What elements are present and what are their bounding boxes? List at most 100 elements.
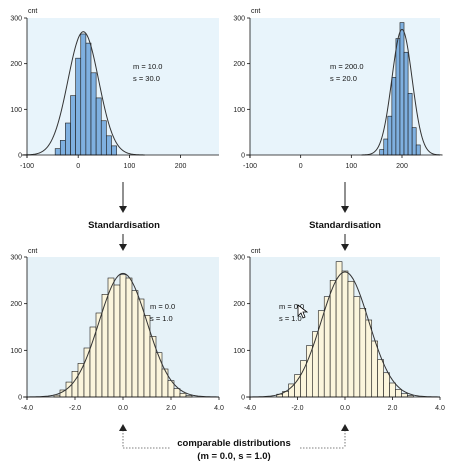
histogram-bar bbox=[107, 277, 115, 398]
histogram-bar bbox=[335, 261, 343, 398]
histogram-panel-top-left: 0 100 200 300 -100 0 100 200 cnt m = 10.0 s = 3… bbox=[10, 8, 219, 170]
y-tick-label: 200 bbox=[10, 61, 22, 68]
histogram-bar bbox=[90, 72, 97, 156]
normal-curve bbox=[26, 272, 220, 398]
histogram-bar bbox=[407, 93, 413, 156]
histogram-bar bbox=[294, 374, 301, 398]
histogram-bar bbox=[95, 97, 102, 156]
histogram-bar bbox=[83, 347, 91, 398]
histogram-bar bbox=[95, 312, 103, 398]
x-tick-label: 200 bbox=[175, 163, 187, 170]
histogram-bar bbox=[359, 308, 367, 398]
histogram-bar bbox=[65, 122, 71, 156]
histogram-bar bbox=[353, 296, 361, 398]
y-axis-label: cnt bbox=[28, 8, 37, 15]
y-tick-label: 300 bbox=[233, 255, 245, 262]
histogram-bar bbox=[70, 95, 76, 156]
y-axis-label: cnt bbox=[251, 248, 260, 255]
normal-curve bbox=[361, 28, 443, 156]
x-tick-label: -4.0 bbox=[21, 405, 33, 412]
y-tick-label: 200 bbox=[10, 301, 22, 308]
y-tick-label: 0 bbox=[18, 395, 22, 402]
histogram-bar bbox=[113, 284, 121, 398]
mouse-cursor-icon bbox=[297, 304, 309, 319]
y-tick-label: 200 bbox=[233, 301, 245, 308]
x-tick-label: 100 bbox=[345, 163, 357, 170]
annotation-mean: m = 200.0 bbox=[330, 62, 364, 71]
y-tick-label: 100 bbox=[233, 107, 245, 114]
y-tick-label: 0 bbox=[241, 153, 245, 160]
histogram-bar bbox=[329, 280, 337, 398]
comparable-distributions-params: (m = 0.0, s = 1.0) bbox=[197, 451, 270, 462]
y-axis-label: cnt bbox=[251, 8, 260, 15]
histogram-bar bbox=[395, 389, 402, 398]
y-tick-label: 300 bbox=[10, 16, 22, 23]
histogram-bar bbox=[54, 148, 61, 156]
x-tick-label: 0.0 bbox=[118, 405, 128, 412]
x-tick-label: 0.0 bbox=[340, 405, 350, 412]
histogram-bar bbox=[80, 33, 87, 156]
histogram-bar bbox=[106, 135, 112, 156]
histogram-bar bbox=[179, 392, 187, 398]
histogram-bar bbox=[155, 352, 163, 398]
axes: 0 100 200 300 -100 0 100 200 bbox=[233, 16, 440, 170]
x-tick-label: -100 bbox=[20, 163, 34, 170]
histogram-bar bbox=[391, 77, 397, 156]
y-tick-label: 0 bbox=[241, 395, 245, 402]
x-tick-label: 4.0 bbox=[435, 405, 445, 412]
x-tick-label: 4.0 bbox=[214, 405, 224, 412]
histogram-bar bbox=[119, 274, 127, 398]
y-tick-label: 100 bbox=[10, 348, 22, 355]
x-tick-label: 200 bbox=[396, 163, 408, 170]
histogram-bar bbox=[137, 298, 145, 398]
x-tick-label: -4.0 bbox=[244, 405, 256, 412]
histogram-bar bbox=[395, 38, 401, 156]
histogram-bar bbox=[371, 340, 378, 398]
histogram-bar bbox=[306, 345, 313, 398]
y-tick-label: 100 bbox=[10, 107, 22, 114]
histogram-bar bbox=[379, 149, 385, 156]
histogram-bar bbox=[383, 372, 390, 398]
histogram-bar bbox=[77, 363, 85, 398]
histogram-bar bbox=[347, 280, 355, 398]
y-tick-label: 300 bbox=[10, 255, 22, 262]
histogram-bar bbox=[411, 127, 417, 156]
normal-curve bbox=[21, 31, 145, 156]
comparable-distributions-label: comparable distributions bbox=[177, 438, 291, 449]
annotation-sd: s = 1.0 bbox=[279, 314, 302, 323]
y-axis-label: cnt bbox=[28, 248, 37, 255]
axes: 0 100 200 300 -4.0 -2.0 0.0 2.0 4.0 bbox=[233, 255, 445, 413]
x-tick-label: -100 bbox=[243, 163, 257, 170]
x-tick-label: -2.0 bbox=[291, 405, 303, 412]
x-tick-label: 100 bbox=[124, 163, 136, 170]
histogram-bar bbox=[317, 310, 325, 398]
annotation-mean: m = 0.0 bbox=[279, 302, 304, 311]
y-tick-label: 300 bbox=[233, 16, 245, 23]
histogram-bar bbox=[415, 144, 421, 156]
annotation-mean: m = 10.0 bbox=[133, 62, 162, 71]
histogram-bar bbox=[383, 138, 389, 156]
x-tick-label: -2.0 bbox=[69, 405, 81, 412]
y-tick-label: 200 bbox=[233, 61, 245, 68]
histogram-bar bbox=[59, 140, 66, 156]
histogram-bar bbox=[288, 383, 295, 398]
histogram-bar bbox=[377, 359, 384, 398]
histogram-panel-top-right: 0 100 200 300 -100 0 100 200 cnt m = 200.0 s = … bbox=[233, 8, 443, 170]
histogram-bar bbox=[399, 22, 405, 156]
histogram-bar bbox=[401, 393, 408, 398]
annotation-sd: s = 1.0 bbox=[150, 314, 173, 323]
histogram-bar bbox=[389, 382, 396, 398]
annotation-sd: s = 30.0 bbox=[133, 74, 160, 83]
axes: 0 100 200 300 -4.0 -2.0 0.0 2.0 4.0 bbox=[10, 255, 224, 413]
histogram-bar bbox=[365, 319, 373, 398]
histogram-bar bbox=[85, 42, 92, 156]
histogram-bar bbox=[323, 296, 331, 398]
bars-group bbox=[54, 33, 117, 156]
annotation-sd: s = 20.0 bbox=[330, 74, 357, 83]
x-tick-label: 0 bbox=[76, 163, 80, 170]
histogram-bar bbox=[312, 331, 319, 398]
histogram-bar bbox=[125, 277, 133, 398]
normal-curve bbox=[249, 271, 441, 398]
standardisation-label-right: Standardisation bbox=[309, 220, 381, 231]
